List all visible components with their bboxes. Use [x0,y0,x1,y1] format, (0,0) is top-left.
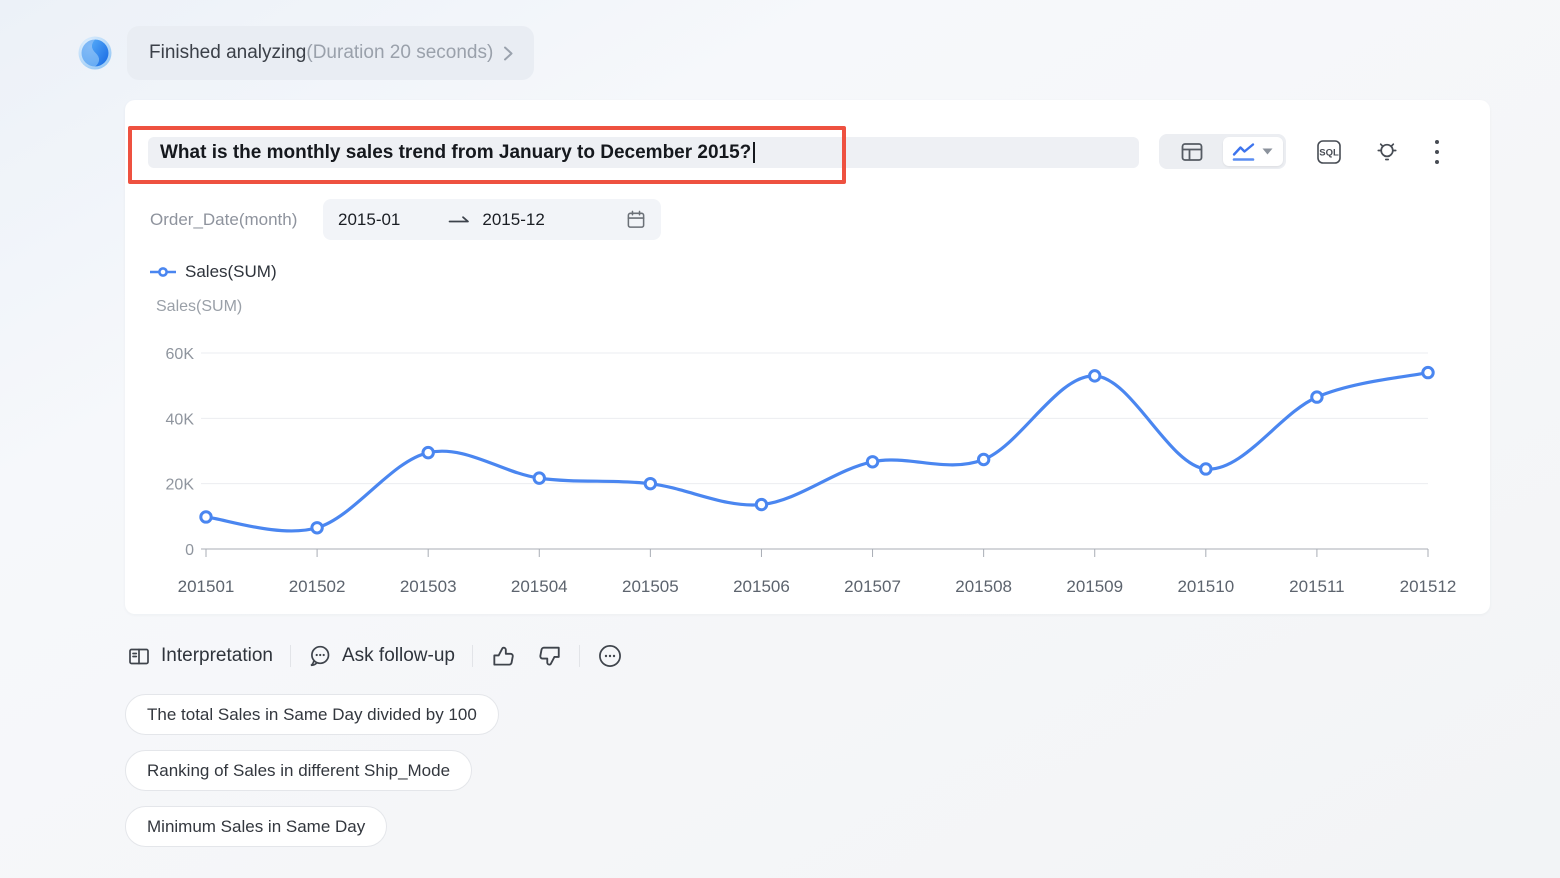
series-line-sales [204,371,1430,533]
sql-icon: SQL [1317,139,1341,164]
divider [289,645,291,667]
analysis-status-pill[interactable]: Finished analyzing (Duration 20 seconds) [127,26,535,80]
interpretation-button[interactable]: Interpretation [127,645,273,668]
actions-row: Interpretation Ask follow-up [127,640,623,672]
data-point-marker[interactable] [1088,369,1102,383]
chat-bubble-icon [310,645,330,667]
x-tick-label: 201505 [622,577,679,596]
date-range-picker[interactable]: 2015-01 2015-12 [323,199,661,240]
x-tick-label: 201506 [733,577,790,596]
result-card: What is the monthly sales trend from Jan… [125,100,1490,614]
view-switcher [1159,134,1286,169]
x-tick-label: 201503 [400,577,457,596]
x-tick-label: 201509 [1066,577,1123,596]
status-duration: (Duration 20 seconds) [306,42,494,63]
question-input[interactable]: What is the monthly sales trend from Jan… [148,137,1139,168]
ellipsis-circle-icon [599,645,621,667]
insight-button[interactable] [1374,139,1400,165]
legend-label: Sales(SUM) [185,262,277,281]
suggestions-list: The total Sales in Same Day divided by 1… [125,694,499,847]
range-arrow-icon [448,214,470,226]
x-tick-label: 201512 [1400,577,1457,596]
sales-trend-line-chart[interactable]: 0 20K 40K 60K 201501 201502 201503 201504 201505… [125,340,1490,604]
thumbs-down-button[interactable] [536,644,562,669]
data-point-marker[interactable] [421,445,435,460]
y-axis-title: Sales(SUM) [156,298,243,315]
date-range-end[interactable]: 2015-12 [482,209,545,229]
data-point-marker[interactable] [1199,462,1213,476]
x-tick-label: 201508 [955,577,1012,596]
legend-line-marker-icon [150,267,176,277]
data-point-marker[interactable] [976,452,991,467]
table-view-button[interactable] [1162,137,1223,166]
date-range-start[interactable]: 2015-01 [338,209,401,229]
suggestion-pill[interactable]: Ranking of Sales in different Ship_Mode [125,750,473,791]
filter-field-label: Order_Date(month) [150,210,298,229]
y-tick-label: 0 [185,542,194,559]
calendar-icon[interactable] [626,209,646,230]
data-point-marker[interactable] [643,476,658,491]
ask-followup-button[interactable]: Ask follow-up [308,644,455,668]
suggestion-pill[interactable]: The total Sales in Same Day divided by 1… [125,694,499,735]
more-kebab-icon [1435,139,1439,164]
legend-item-sales[interactable]: Sales(SUM) [150,262,277,282]
data-point-marker[interactable] [310,521,324,535]
chart-view-button[interactable] [1222,137,1283,166]
data-point-marker[interactable] [199,510,213,524]
data-point-marker[interactable] [532,471,546,485]
x-tick-label: 201501 [178,577,235,596]
data-point-marker[interactable] [865,455,880,469]
x-tick-label: 201511 [1289,577,1344,596]
thumbs-up-button[interactable] [490,644,516,669]
caret-down-icon[interactable] [1262,148,1273,155]
sql-button[interactable]: SQL [1316,139,1342,165]
status-title: Finished analyzing [149,42,307,63]
more-feedback-button[interactable] [597,643,623,669]
interpretation-label: Interpretation [161,645,273,666]
x-tick-label: 201510 [1177,577,1234,596]
more-menu-button[interactable] [1431,138,1443,166]
book-icon [129,648,149,664]
y-tick-label: 40K [166,411,195,428]
ask-followup-label: Ask follow-up [341,645,455,666]
question-text: What is the monthly sales trend from Jan… [160,141,752,163]
chevron-right-icon [502,45,514,62]
table-view-icon [1181,142,1203,161]
assistant-avatar [78,36,112,70]
data-point-marker[interactable] [1310,390,1324,404]
thumbs-down-icon [539,646,560,666]
feedback-buttons [490,644,562,669]
x-tick-label: 201502 [289,577,346,596]
data-point-marker[interactable] [754,497,769,512]
suggestion-pill[interactable]: Minimum Sales in Same Day [125,806,388,847]
thumbs-up-icon [493,646,514,666]
y-tick-label: 20K [166,477,195,494]
divider [578,645,580,667]
y-tick-label: 60K [166,346,195,363]
x-tick-label: 201504 [511,577,568,596]
x-tick-label: 201507 [844,577,901,596]
svg-text:SQL: SQL [1319,147,1339,158]
toolbar: SQL [1159,134,1443,169]
line-chart-view-icon [1232,142,1255,161]
chat-status-row: Finished analyzing (Duration 20 seconds) [78,26,535,80]
text-cursor [753,142,756,163]
data-point-marker[interactable] [1421,365,1435,380]
insight-bulb-icon [1377,142,1397,160]
divider [471,645,473,667]
